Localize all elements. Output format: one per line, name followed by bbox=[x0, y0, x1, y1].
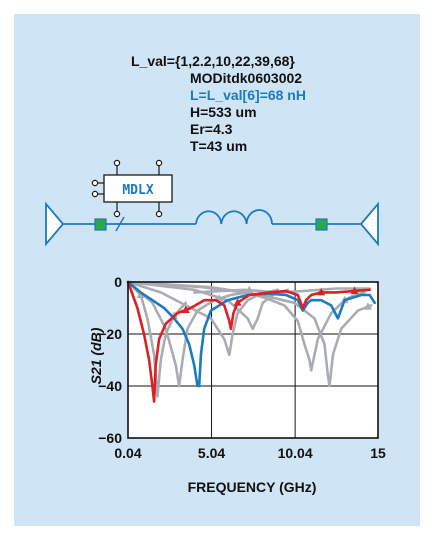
x-tick-labels: 0.04 5.04 10.04 15 bbox=[114, 445, 386, 461]
mdlx-box bbox=[103, 174, 173, 203]
y-axis-label: S21 (dB) bbox=[88, 327, 104, 384]
series-line-5 bbox=[126, 280, 280, 357]
x-tick-label: 0.04 bbox=[114, 445, 141, 461]
param-inductance: L=L_val[6]=68 nH bbox=[190, 87, 306, 103]
axis-frame bbox=[127, 281, 379, 439]
pin-top-left bbox=[113, 159, 121, 167]
series-line-3 bbox=[126, 280, 188, 398]
series-marker-8 bbox=[363, 302, 372, 310]
mdlx-component: MDLX bbox=[91, 159, 173, 218]
series-marker-9 bbox=[245, 285, 254, 294]
x-tick-label: 15 bbox=[370, 445, 386, 461]
pin-bottom-right bbox=[155, 210, 163, 218]
y-tick-label: 0 bbox=[114, 274, 122, 290]
pin-left-top bbox=[91, 179, 99, 187]
series-line-1 bbox=[126, 280, 371, 403]
x-tick-label: 10.04 bbox=[278, 445, 313, 461]
x-tick-label: 5.04 bbox=[198, 445, 225, 461]
right-port-triangle bbox=[359, 201, 379, 247]
figure-panel bbox=[14, 14, 420, 526]
schematic-diagram: MDLX bbox=[45, 159, 379, 247]
x-axis-label: FREQUENCY (GHz) bbox=[188, 479, 317, 495]
param-thickness: T=43 um bbox=[190, 138, 248, 154]
inductor-coil bbox=[195, 209, 273, 225]
y-tick-label: −20 bbox=[98, 326, 122, 342]
y-tick-labels: 0 −20 −40 −60 bbox=[98, 274, 122, 446]
pin-left-bottom bbox=[91, 190, 99, 198]
series-marker-1 bbox=[233, 298, 242, 306]
mdlx-label: MDLX bbox=[122, 183, 153, 198]
plot-frame bbox=[127, 281, 379, 439]
left-pad bbox=[94, 218, 107, 231]
series-layer bbox=[126, 280, 377, 403]
series-marker-1 bbox=[350, 286, 359, 294]
param-er: Er=4.3 bbox=[190, 121, 233, 137]
pin-bottom-left bbox=[113, 210, 121, 218]
y-tick-label: −60 bbox=[98, 430, 122, 446]
right-pad bbox=[315, 218, 328, 231]
y-tick-label: −40 bbox=[98, 378, 122, 394]
param-model: MODitdk0603002 bbox=[190, 70, 303, 86]
connector-slash bbox=[115, 216, 125, 232]
left-port-triangle bbox=[45, 201, 65, 247]
series-line-2 bbox=[126, 280, 377, 388]
series-marker-1 bbox=[317, 287, 326, 296]
grid-lines bbox=[128, 282, 378, 438]
param-sweep: L_val={1,2.2,10,22,39,68} bbox=[131, 53, 295, 69]
pin-top-right bbox=[155, 159, 163, 167]
param-height: H=533 um bbox=[190, 104, 257, 120]
series-marker-1 bbox=[181, 305, 190, 313]
